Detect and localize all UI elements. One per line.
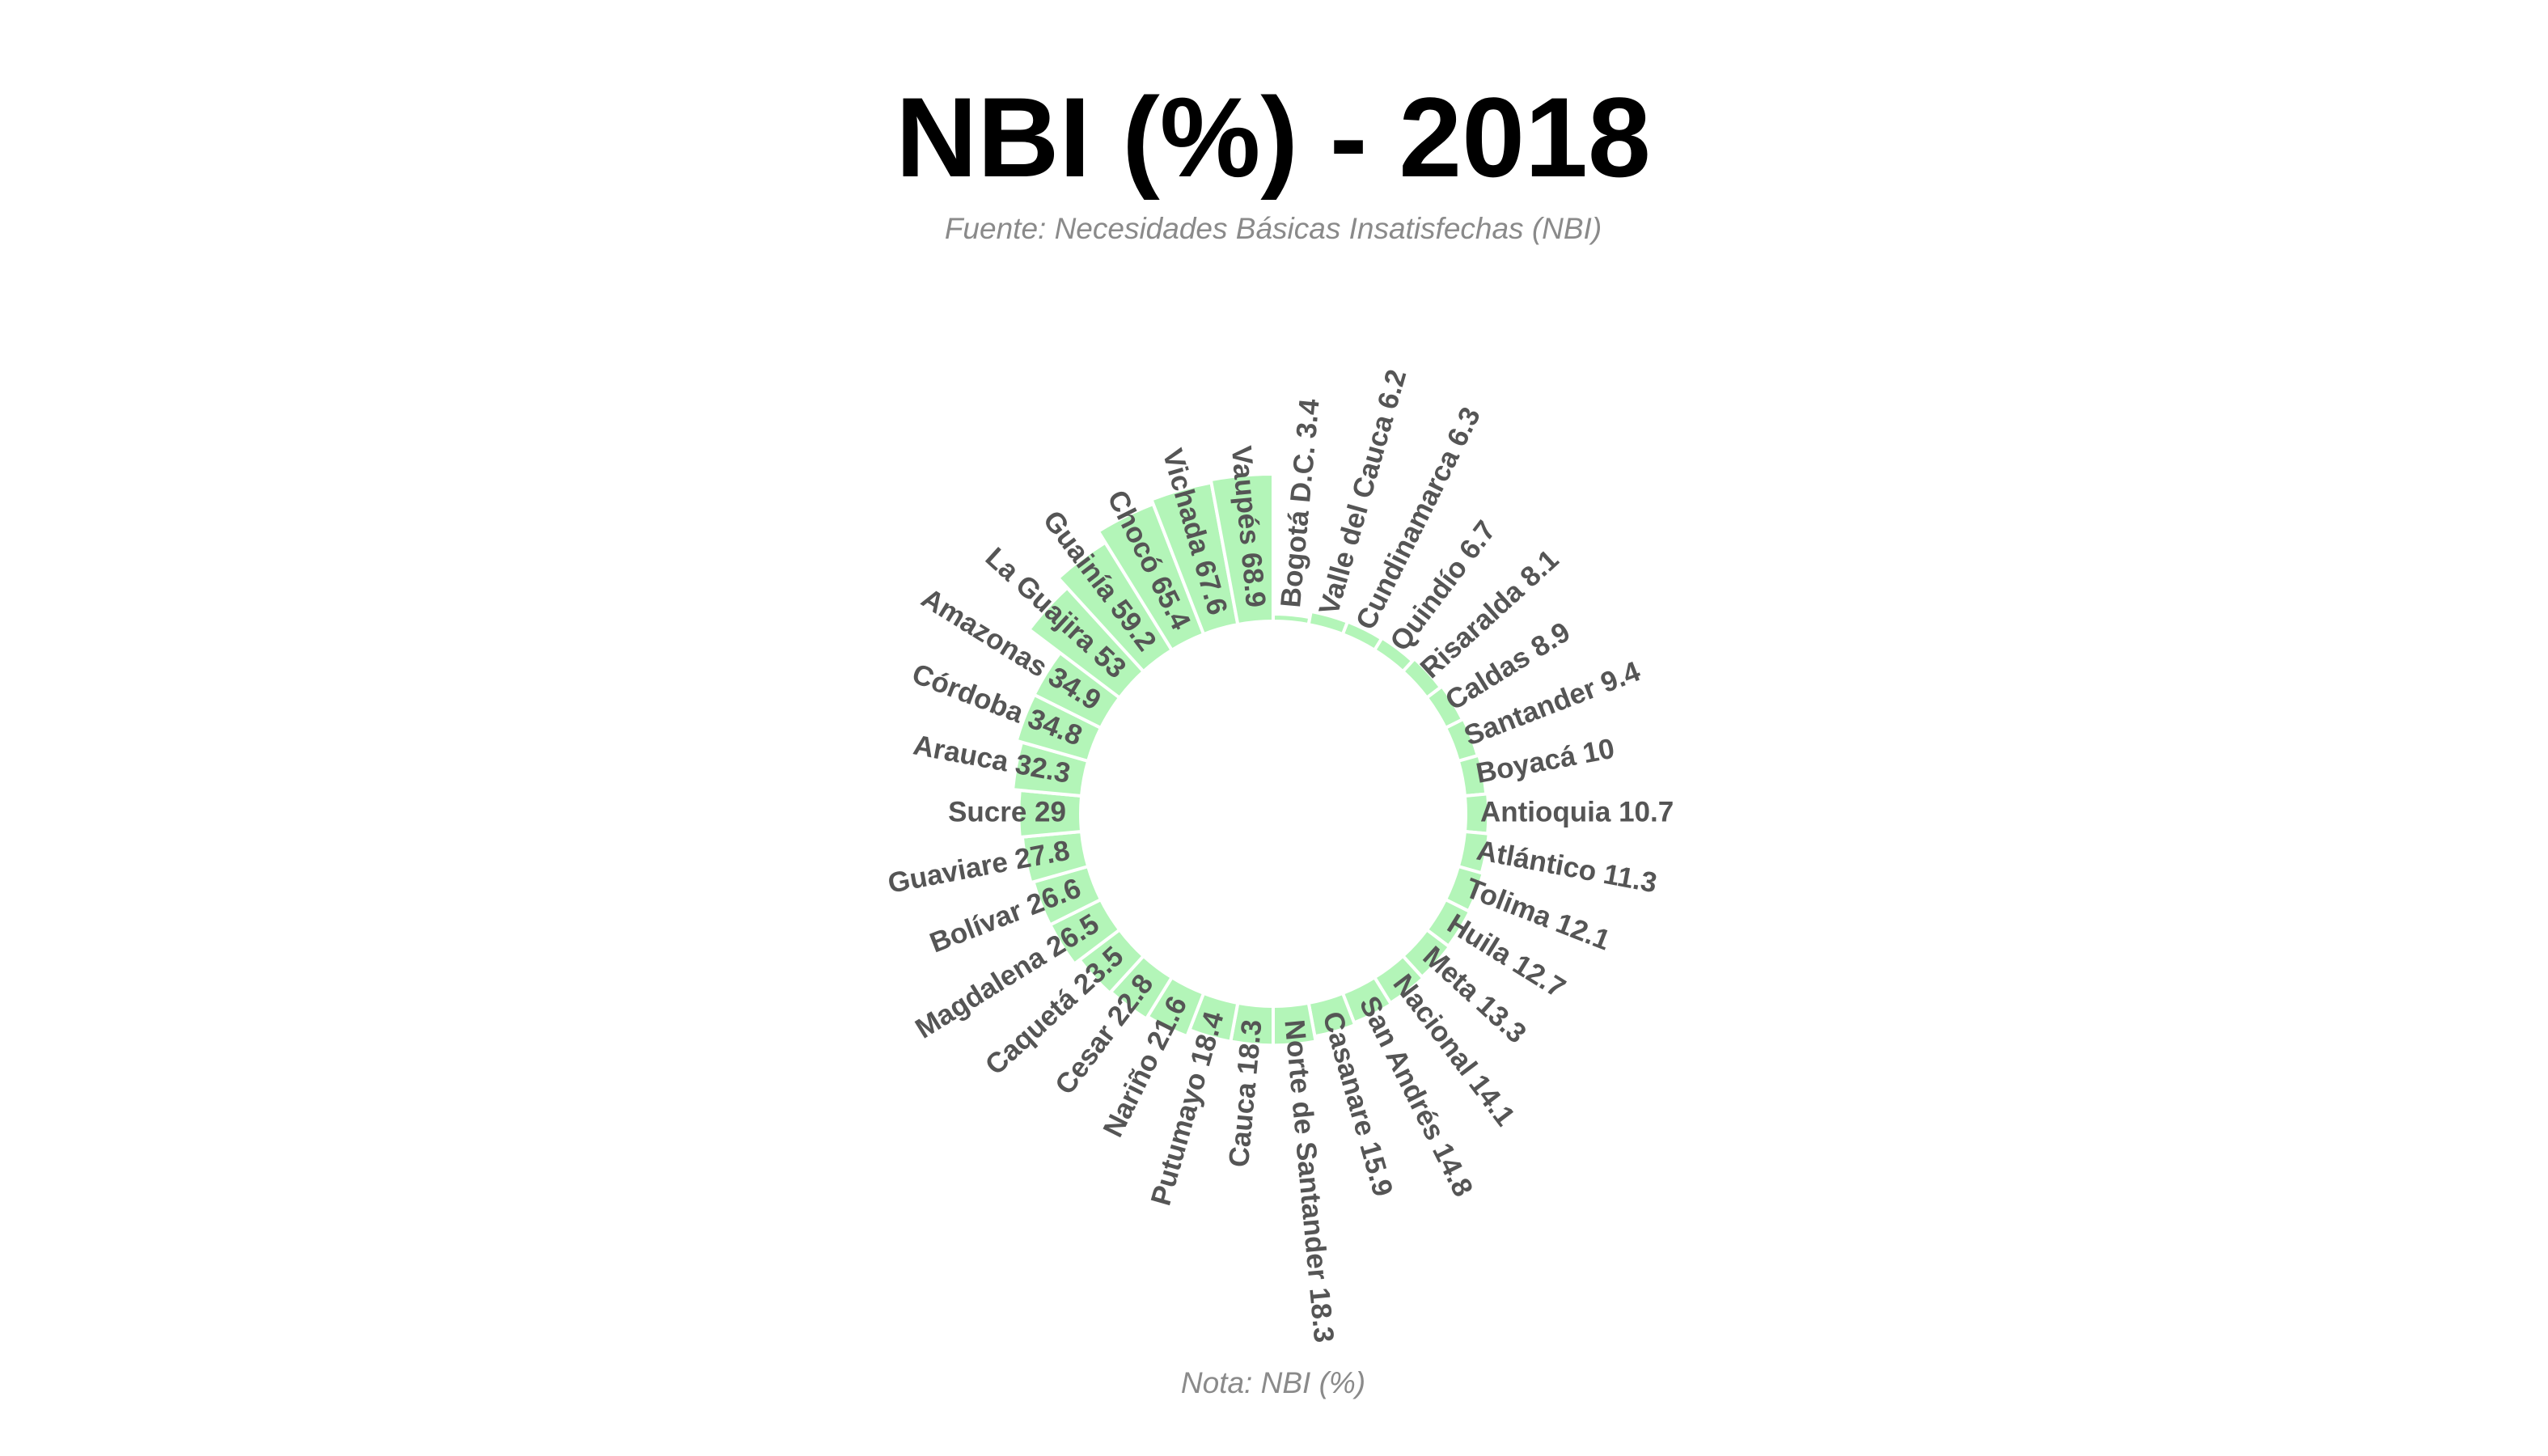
- bar-bogota-d-c: [1272, 612, 1312, 627]
- bar-label-sucre: Sucre 29: [948, 796, 1066, 827]
- bar-vaupes: [1208, 472, 1275, 627]
- bar-label-antioquia: Antioquia 10.7: [1480, 796, 1674, 827]
- chart-caption: Nota: NBI (%): [1181, 1366, 1365, 1399]
- chart-subtitle: Fuente: Necesidades Básicas Insatisfecha…: [945, 212, 1602, 245]
- chart-title: NBI (%) - 2018: [895, 74, 1651, 201]
- bars-group: [1010, 472, 1491, 1048]
